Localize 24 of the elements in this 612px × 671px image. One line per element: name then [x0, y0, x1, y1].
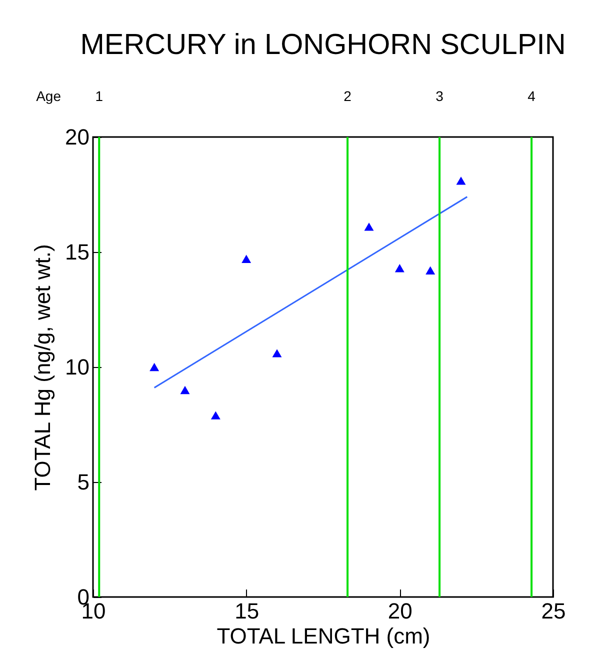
point — [426, 266, 436, 275]
text: Age — [36, 88, 62, 104]
point — [210, 411, 220, 420]
point — [150, 362, 160, 372]
text: 2 — [344, 88, 352, 104]
y-tick-label: 20 — [65, 124, 90, 150]
point — [180, 386, 190, 394]
y-tick-label: 15 — [65, 240, 90, 264]
x-tick-label: 25 — [541, 598, 566, 624]
y-tick-label: 10 — [65, 354, 90, 380]
point — [242, 254, 252, 264]
chart-title: MERCURY in LONGHORN SCULPIN — [80, 29, 566, 61]
point — [394, 264, 404, 272]
y-axis-title: TOTAL Hg (ng/g, wet wt.) — [30, 244, 56, 491]
x-tick-label: 20 — [388, 598, 412, 624]
point — [364, 222, 374, 231]
point — [272, 349, 282, 358]
y-tick-label: 5 — [77, 470, 90, 494]
text: 1 — [95, 88, 104, 104]
text: 3 — [436, 88, 444, 104]
point — [456, 176, 466, 185]
text: 4 — [528, 88, 536, 104]
x-axis-title: TOTAL LENGTH (cm) — [216, 624, 430, 648]
x-tick-label: 15 — [234, 598, 260, 624]
